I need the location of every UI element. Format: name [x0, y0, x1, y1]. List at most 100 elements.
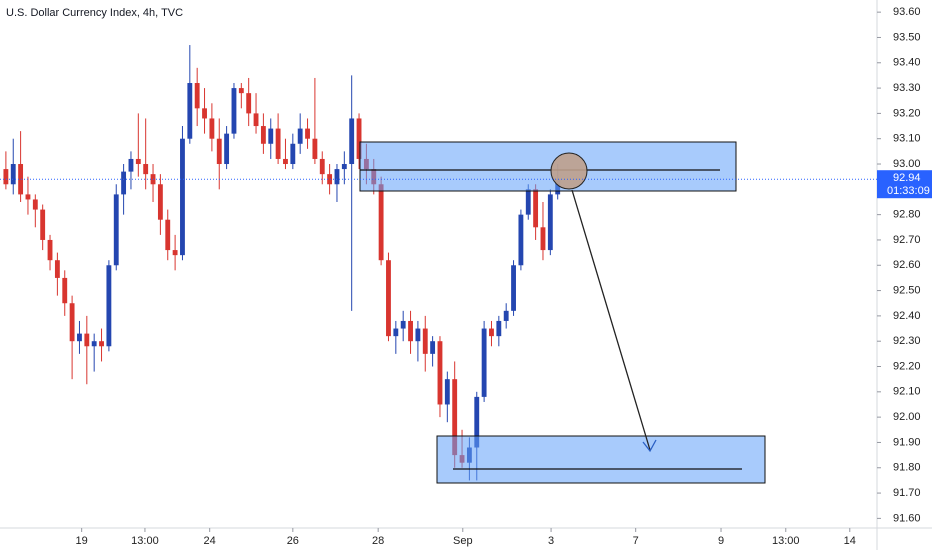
- arrow-line: [571, 189, 651, 451]
- candle-body: [194, 83, 200, 109]
- x-tick-label: 26: [287, 535, 299, 547]
- candle-body: [341, 164, 347, 170]
- candle-body: [113, 194, 119, 266]
- highlight-circle: [550, 152, 588, 190]
- candle-body: [275, 128, 281, 159]
- last-price-label: 92.94: [893, 172, 921, 184]
- y-tick-label: 93.60: [893, 6, 921, 18]
- x-tick-label: 24: [204, 535, 216, 547]
- candle-body: [356, 118, 362, 159]
- candle-body: [128, 158, 134, 172]
- candle-body: [84, 333, 90, 347]
- candle-body: [187, 83, 193, 139]
- candle-body: [54, 260, 60, 278]
- candle-body: [430, 341, 436, 354]
- candle-body: [547, 194, 553, 251]
- y-tick-label: 92.70: [893, 234, 921, 246]
- x-tick-label: 19: [76, 535, 88, 547]
- candle-body: [349, 118, 355, 165]
- y-tick-label: 92.10: [893, 386, 921, 398]
- x-tick-label: Sep: [453, 535, 473, 547]
- candle-body: [305, 128, 310, 139]
- drawings: [359, 141, 766, 484]
- y-tick-label: 91.80: [893, 462, 921, 474]
- candle-body: [209, 118, 215, 139]
- candle-body: [444, 379, 450, 405]
- candle-body: [283, 158, 288, 165]
- x-tick-label: 7: [633, 535, 639, 547]
- candle-body: [216, 138, 222, 165]
- candle-body: [32, 199, 38, 210]
- candle-body: [253, 113, 259, 127]
- candle-body: [393, 328, 399, 337]
- candle-body: [533, 189, 539, 228]
- candle-body: [202, 108, 207, 119]
- candle-body: [422, 328, 428, 354]
- y-tick-label: 93.50: [893, 31, 921, 43]
- y-tick-label: 92.60: [893, 259, 921, 271]
- candle-body: [62, 277, 68, 304]
- candle-body: [165, 219, 171, 251]
- candle-body: [312, 138, 318, 159]
- candle-body: [231, 88, 237, 134]
- candle-body: [106, 265, 112, 347]
- candle-body: [327, 174, 333, 185]
- candle-body: [3, 169, 9, 185]
- supply-zone: [359, 141, 737, 192]
- candle-body: [400, 320, 406, 329]
- y-tick-label: 92.30: [893, 335, 921, 347]
- x-tick-label: 13:00: [772, 535, 800, 547]
- countdown-label: 01:33:09: [887, 185, 930, 197]
- candle-body: [525, 189, 531, 215]
- candle-body: [437, 341, 443, 405]
- candle-body: [69, 303, 75, 342]
- candle-body: [518, 214, 524, 266]
- x-tick-label: 9: [718, 535, 724, 547]
- candle-body: [224, 133, 230, 165]
- candle-body: [25, 194, 31, 200]
- candle-body: [260, 126, 266, 144]
- candle-body: [511, 265, 516, 311]
- candle-body: [415, 328, 421, 342]
- x-tick-label: 3: [548, 535, 554, 547]
- candle-body: [40, 209, 46, 240]
- candle-body: [452, 379, 458, 456]
- y-tick-label: 92.80: [893, 209, 921, 221]
- candle-body: [297, 128, 303, 144]
- plot-area: [3, 45, 561, 481]
- candle-body: [10, 164, 16, 185]
- candle-body: [121, 171, 127, 195]
- candle-body: [246, 93, 252, 114]
- y-tick-label: 92.00: [893, 411, 921, 423]
- x-tick-label: 13:00: [131, 535, 159, 547]
- candle-body: [481, 328, 487, 397]
- candle-body: [180, 138, 185, 256]
- candle-body: [540, 227, 546, 251]
- candle-body: [135, 158, 141, 165]
- candle-body: [77, 333, 82, 342]
- candle-body: [172, 250, 178, 256]
- candle-body: [319, 158, 325, 175]
- y-tick-label: 92.40: [893, 310, 921, 322]
- y-tick-label: 92.50: [893, 284, 921, 296]
- y-tick-label: 93.30: [893, 82, 921, 94]
- candle-body: [503, 310, 509, 321]
- candle-body: [91, 341, 97, 347]
- candle-body: [268, 128, 274, 144]
- chart-title: U.S. Dollar Currency Index, 4h, TVC: [6, 7, 183, 19]
- candle-body: [18, 164, 24, 195]
- candle-body: [157, 184, 163, 220]
- candle-body: [334, 169, 340, 185]
- candle-body: [143, 164, 149, 175]
- y-tick-label: 93.10: [893, 133, 921, 145]
- candle-body: [378, 184, 384, 261]
- candle-body: [489, 328, 494, 337]
- y-tick-label: 91.70: [893, 487, 921, 499]
- y-tick-label: 91.90: [893, 436, 921, 448]
- x-tick-label: 14: [844, 535, 856, 547]
- candle-body: [238, 88, 244, 94]
- last-price-box: [877, 170, 932, 199]
- x-tick-label: 28: [372, 535, 384, 547]
